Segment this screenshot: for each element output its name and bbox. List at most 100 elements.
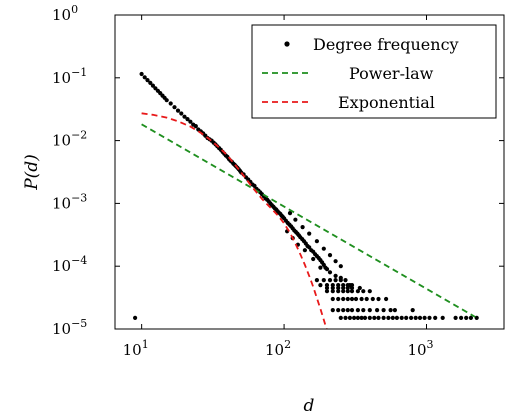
- data-point-degree-frequency: [324, 283, 330, 288]
- data-point-degree-frequency: [330, 296, 335, 302]
- data-point-degree-frequency: [392, 308, 397, 313]
- data-point-degree-frequency: [459, 315, 464, 320]
- legend-label-exponential: Exponential: [338, 93, 435, 112]
- data-point-degree-frequency: [307, 231, 312, 236]
- data-point-degree-frequency: [341, 283, 346, 288]
- data-point-degree-frequency: [330, 283, 335, 288]
- data-point-degree-frequency: [252, 183, 257, 188]
- data-point-degree-frequency: [327, 270, 333, 275]
- data-point-degree-frequency: [341, 308, 346, 313]
- data-point-degree-frequency: [364, 296, 369, 302]
- data-point-degree-frequency: [367, 289, 372, 294]
- data-point-degree-frequency: [172, 105, 177, 110]
- series-line-power-law: [141, 123, 476, 318]
- data-point-degree-frequency: [453, 315, 458, 320]
- data-point-degree-frequency: [422, 315, 427, 320]
- data-point-degree-frequency: [345, 283, 350, 288]
- data-point-degree-frequency: [388, 308, 393, 313]
- data-point-degree-frequency: [410, 308, 415, 313]
- data-point-degree-frequency: [175, 108, 181, 113]
- y-tick-label: 10−2: [52, 129, 87, 150]
- data-point-degree-frequency: [381, 308, 386, 313]
- y-tick-label: 10−3: [52, 191, 87, 212]
- data-point-degree-frequency: [336, 296, 341, 302]
- data-point-degree-frequency: [386, 315, 391, 320]
- data-point-degree-frequency: [341, 296, 346, 302]
- data-point-degree-frequency: [327, 253, 333, 258]
- data-point-degree-frequency: [376, 296, 381, 302]
- data-point-degree-frequency: [324, 289, 330, 294]
- data-point-degree-frequency: [341, 285, 346, 291]
- data-point-degree-frequency: [324, 285, 330, 291]
- data-point-degree-frequency: [359, 315, 364, 320]
- data-point-degree-frequency: [311, 256, 316, 262]
- data-point-degree-frequency: [164, 98, 169, 103]
- plot-frame: [114, 14, 505, 330]
- legend-label-degree-frequency: Degree frequency: [313, 35, 459, 54]
- data-point-degree-frequency: [474, 315, 479, 320]
- data-point-degree-frequency: [433, 315, 438, 320]
- data-point-degree-frequency: [349, 308, 355, 313]
- data-point-degree-frequency: [333, 259, 338, 264]
- data-point-degree-frequency: [314, 239, 319, 244]
- data-point-degree-frequency: [345, 308, 350, 313]
- data-point-degree-frequency: [182, 114, 187, 119]
- data-point-degree-frequency: [394, 315, 399, 320]
- y-axis-label: P(d): [22, 154, 42, 191]
- data-point-degree-frequency: [185, 117, 190, 122]
- data-point-degree-frequency: [409, 315, 414, 320]
- data-point-degree-frequency: [318, 283, 323, 288]
- data-point-degree-frequency: [327, 278, 333, 283]
- data-point-degree-frequency: [302, 248, 307, 253]
- data-point-degree-frequency: [362, 315, 368, 320]
- data-point-degree-frequency: [330, 285, 335, 291]
- data-point-degree-frequency: [352, 315, 357, 320]
- data-point-degree-frequency: [361, 308, 366, 313]
- data-point-degree-frequency: [179, 111, 184, 116]
- data-point-degree-frequency: [193, 124, 198, 129]
- data-point-degree-frequency: [314, 278, 319, 283]
- data-point-degree-frequency: [417, 315, 423, 320]
- data-point-degree-frequency: [404, 315, 409, 320]
- data-point-degree-frequency: [139, 71, 144, 77]
- data-point-degree-frequency: [336, 283, 341, 288]
- legend: Degree frequency Power-law Exponential: [251, 24, 497, 119]
- data-point-degree-frequency: [338, 264, 343, 269]
- data-point-degree-frequency: [468, 315, 473, 320]
- data-point-degree-frequency: [343, 315, 348, 320]
- data-point-degree-frequency: [333, 273, 338, 278]
- y-tick-label: 10−1: [52, 66, 87, 87]
- y-tick-label: 10−4: [52, 254, 87, 275]
- data-point-degree-frequency: [321, 278, 326, 283]
- data-point-degree-frequency: [148, 80, 153, 85]
- data-point-degree-frequency: [341, 289, 346, 294]
- data-point-degree-frequency: [168, 101, 173, 106]
- data-point-degree-frequency: [440, 315, 445, 320]
- x-axis-label: d: [304, 396, 315, 416]
- data-point-degree-frequency: [330, 308, 335, 313]
- data-point-degree-frequency: [336, 289, 341, 294]
- data-point-degree-frequency: [353, 296, 359, 302]
- series-layer: [133, 71, 479, 329]
- data-point-degree-frequency: [367, 308, 372, 313]
- x-axis: 101 102 103: [123, 15, 434, 359]
- legend-label-power-law: Power-law: [349, 64, 434, 83]
- data-point-degree-frequency: [359, 296, 364, 302]
- data-point-degree-frequency: [300, 225, 305, 230]
- data-point-degree-frequency: [376, 315, 381, 320]
- x-tick-label: 101: [123, 338, 149, 359]
- data-point-degree-frequency: [427, 315, 432, 320]
- data-point-degree-frequency: [349, 285, 355, 291]
- data-point-degree-frequency: [399, 315, 404, 320]
- data-point-degree-frequency: [372, 315, 377, 320]
- data-point-degree-frequency: [357, 285, 362, 291]
- data-point-degree-frequency: [355, 308, 360, 313]
- data-point-degree-frequency: [150, 83, 155, 88]
- data-point-degree-frequency: [133, 315, 138, 320]
- data-point-degree-frequency: [142, 75, 147, 80]
- data-point-degree-frequency: [188, 119, 193, 124]
- data-point-degree-frequency: [321, 246, 326, 251]
- data-point-degree-frequency: [347, 315, 352, 320]
- data-point-degree-frequency: [390, 315, 395, 320]
- data-point-degree-frequency: [338, 278, 343, 283]
